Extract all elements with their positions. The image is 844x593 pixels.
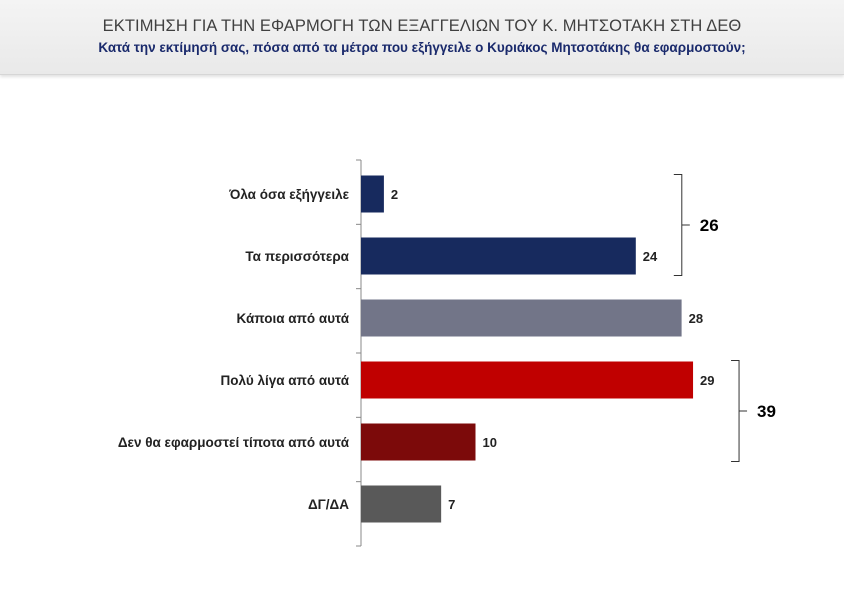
bar [361, 361, 694, 399]
data-label: 28 [689, 311, 703, 326]
bar [361, 423, 476, 461]
bar [361, 175, 384, 213]
group-bracket [673, 174, 690, 276]
data-label: 24 [643, 249, 658, 264]
category-label: Κάποια από αυτά [237, 311, 350, 326]
group-total-label: 39 [757, 402, 776, 421]
data-label: 29 [700, 373, 714, 388]
data-label: 2 [391, 187, 398, 202]
category-label: Δεν θα εφαρμοστεί τίποτα από αυτά [118, 435, 350, 450]
chart-subtitle: Κατά την εκτίμησή σας, πόσα από τα μέτρα… [98, 40, 746, 55]
bar [361, 237, 636, 275]
data-label: 10 [483, 435, 497, 450]
group-bracket [731, 360, 748, 462]
header-banner: ΕΚΤΙΜΗΣΗ ΓΙΑ ΤΗΝ ΕΦΑΡΜΟΓΗ ΤΩΝ ΕΞΑΓΓΕΛΙΩΝ… [0, 0, 844, 75]
bar [361, 299, 682, 337]
bar [361, 485, 442, 523]
category-label: Όλα όσα εξήγγειλε [228, 187, 349, 202]
category-label: Τα περισσότερα [245, 249, 349, 264]
category-label: Πολύ λίγα από αυτά [221, 373, 350, 388]
chart-title: ΕΚΤΙΜΗΣΗ ΓΙΑ ΤΗΝ ΕΦΑΡΜΟΓΗ ΤΩΝ ΕΞΑΓΓΕΛΙΩΝ… [102, 17, 742, 35]
data-label: 7 [448, 497, 455, 512]
category-label: ΔΓ/ΔΑ [308, 497, 349, 512]
group-total-label: 26 [700, 216, 719, 235]
